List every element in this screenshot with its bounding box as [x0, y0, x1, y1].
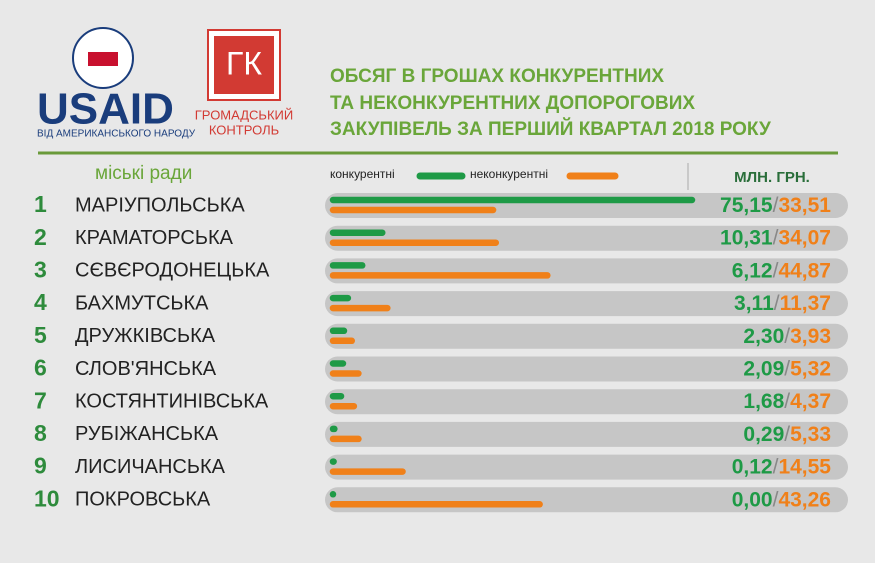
- value-label-noncompetitive: 3,93: [790, 324, 831, 347]
- value-label-noncompetitive: 43,26: [778, 488, 831, 511]
- rank: 6: [34, 355, 47, 381]
- value-label-noncompetitive: 44,87: [778, 259, 831, 282]
- category-label: СЄВЄРОДОНЕЦЬКА: [75, 260, 270, 282]
- title-line: ЗАКУПІВЕЛЬ ЗА ПЕРШИЙ КВАРТАЛ 2018 РОКУ: [330, 118, 771, 140]
- value-label-competitive: 1,68: [743, 390, 784, 413]
- category-label: ЛИСИЧАНСЬКА: [75, 456, 226, 478]
- gk-name: КОНТРОЛЬ: [209, 122, 279, 137]
- value-separator: /: [784, 357, 790, 380]
- value-label: 2,30/3,93: [743, 324, 831, 347]
- category-label: ДРУЖКІВСЬКА: [75, 325, 216, 347]
- usaid-wordmark: USAID: [37, 85, 174, 134]
- rank: 3: [34, 256, 47, 282]
- usaid-seal-band: [88, 52, 118, 66]
- legend-label: неконкурентні: [470, 167, 548, 181]
- bar-track: [325, 454, 848, 480]
- value-label-competitive: 3,11: [734, 292, 774, 315]
- category-header: міські ради: [95, 163, 192, 184]
- legend-label: конкурентні: [330, 167, 395, 181]
- value-label-noncompetitive: 34,07: [778, 226, 831, 249]
- value-label-noncompetitive: 5,32: [790, 357, 831, 380]
- gk-mark: ГК: [226, 45, 262, 81]
- category-label: КРАМАТОРСЬКА: [75, 227, 234, 249]
- value-label-noncompetitive: 11,37: [780, 292, 831, 315]
- value-separator: /: [784, 324, 790, 347]
- rank: 9: [34, 453, 47, 479]
- value-separator: /: [784, 390, 790, 413]
- rank: 1: [34, 191, 47, 217]
- value-label-competitive: 0,29: [743, 422, 784, 445]
- value-label-competitive: 2,09: [743, 357, 784, 380]
- value-label: 75,15/33,51: [720, 194, 831, 217]
- value-label-competitive: 0,12: [732, 455, 773, 478]
- title-line: ТА НЕКОНКУРЕНТНИХ ДОПОРОГОВИХ: [330, 93, 695, 114]
- category-label: ПОКРОВСЬКА: [75, 489, 211, 511]
- value-label-noncompetitive: 4,37: [790, 390, 831, 413]
- usaid-tagline: ВІД АМЕРИКАНСЬКОГО НАРОДУ: [37, 129, 196, 140]
- category-label: КОСТЯНТИНІВСЬКА: [75, 390, 269, 412]
- rank: 8: [34, 420, 47, 446]
- gk-name: ГРОМАДСЬКИЙ: [195, 107, 293, 122]
- bar-track: [325, 356, 848, 382]
- value-label: 0,00/43,26: [732, 488, 831, 511]
- value-separator: /: [773, 226, 779, 249]
- category-label: РУБІЖАНСЬКА: [75, 423, 219, 445]
- value-label: 0,29/5,33: [743, 422, 831, 445]
- rank: 7: [34, 387, 47, 413]
- category-label: МАРІУПОЛЬСЬКА: [75, 194, 245, 216]
- rank: 5: [34, 322, 47, 348]
- bar-track: [325, 323, 848, 349]
- bar-track: [325, 291, 848, 317]
- category-label: СЛОВ'ЯНСЬКА: [75, 358, 217, 380]
- value-label-noncompetitive: 33,51: [778, 194, 831, 217]
- rank: 2: [34, 224, 47, 250]
- rank: 10: [34, 485, 60, 511]
- value-label-competitive: 75,15: [720, 194, 773, 217]
- value-label-noncompetitive: 5,33: [790, 422, 831, 445]
- value-separator: /: [773, 455, 779, 478]
- value-label-competitive: 2,30: [743, 324, 784, 347]
- gk-box: [214, 36, 274, 94]
- title-line: ОБСЯГ В ГРОШАХ КОНКУРЕНТНИХ: [330, 66, 664, 87]
- usaid-logo: USAID ВІД АМЕРИКАНСЬКОГО НАРОДУ: [37, 27, 196, 140]
- value-label-competitive: 0,00: [732, 488, 773, 511]
- rank: 4: [34, 289, 47, 315]
- value-label: 10,31/34,07: [720, 226, 831, 249]
- value-label-competitive: 6,12: [732, 259, 773, 282]
- value-label: 1,68/4,37: [743, 390, 831, 413]
- value-separator: /: [773, 194, 779, 217]
- value-label: 0,12/14,55: [732, 455, 832, 478]
- value-separator: /: [774, 292, 780, 315]
- value-label: 2,09/5,32: [743, 357, 831, 380]
- value-label-competitive: 10,31: [720, 226, 773, 249]
- value-separator: /: [773, 488, 779, 511]
- bar-track: [325, 421, 848, 447]
- gk-logo: ГК ГРОМАДСЬКИЙ КОНТРОЛЬ: [195, 29, 293, 137]
- value-label: 6,12/44,87: [732, 259, 831, 282]
- category-label: БАХМУТСЬКА: [75, 292, 209, 314]
- unit-label: МЛН. ГРН.: [734, 169, 810, 186]
- value-label: 3,11/11,37: [734, 292, 831, 315]
- value-label-noncompetitive: 14,55: [778, 455, 831, 478]
- bar-track: [325, 389, 848, 415]
- value-separator: /: [773, 259, 779, 282]
- value-separator: /: [784, 422, 790, 445]
